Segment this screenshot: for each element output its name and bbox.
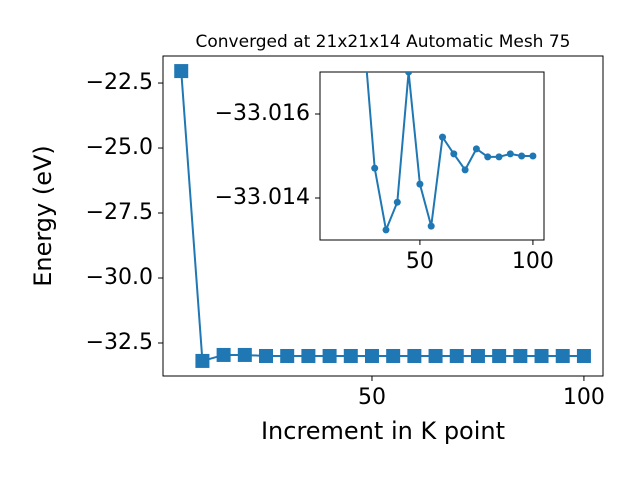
point (428, 348, 443, 363)
point (416, 180, 424, 188)
series-line (365, 72, 533, 234)
x-tick-label: 50 (406, 249, 434, 274)
y-tick-label: −27.5 (86, 200, 153, 225)
point (280, 348, 295, 363)
point (371, 164, 379, 172)
point (393, 198, 401, 206)
point (216, 347, 231, 362)
point (386, 348, 401, 363)
point (449, 348, 464, 363)
point (259, 348, 274, 363)
y-tick-label: −30.0 (86, 265, 153, 290)
series-group (174, 64, 591, 368)
point (427, 222, 435, 230)
point (407, 348, 422, 363)
point (382, 226, 390, 234)
point (534, 348, 549, 363)
point (518, 152, 526, 160)
point (343, 348, 358, 363)
point (364, 348, 379, 363)
point (301, 348, 316, 363)
point (195, 353, 210, 368)
point (174, 64, 189, 79)
y-axis-label: Energy (eV) (29, 145, 57, 287)
x-tick-label: 100 (512, 249, 554, 274)
point (322, 348, 337, 363)
point (495, 153, 503, 161)
x-tick-label: 100 (563, 385, 605, 410)
point (472, 145, 480, 153)
x-axis-label: Increment in K point (261, 417, 505, 445)
x-tick-label: 50 (358, 385, 386, 410)
point (470, 348, 485, 363)
point (506, 150, 514, 158)
y-tick-label: −22.5 (86, 70, 153, 95)
point (405, 72, 413, 76)
y-tick-label: −33.016 (215, 101, 310, 126)
point (450, 150, 458, 158)
series-group (365, 72, 537, 234)
chart-title: Converged at 21x21x14 Automatic Mesh 75 (196, 32, 571, 52)
point (513, 348, 528, 363)
point (529, 152, 537, 160)
point (484, 153, 492, 161)
y-tick-label: −33.014 (215, 185, 310, 210)
point (576, 348, 591, 363)
point (439, 133, 447, 141)
y-tick-label: −32.5 (86, 330, 153, 355)
point (555, 348, 570, 363)
point (492, 348, 507, 363)
point (237, 347, 252, 362)
point (461, 166, 469, 174)
y-tick-label: −25.0 (86, 135, 153, 160)
